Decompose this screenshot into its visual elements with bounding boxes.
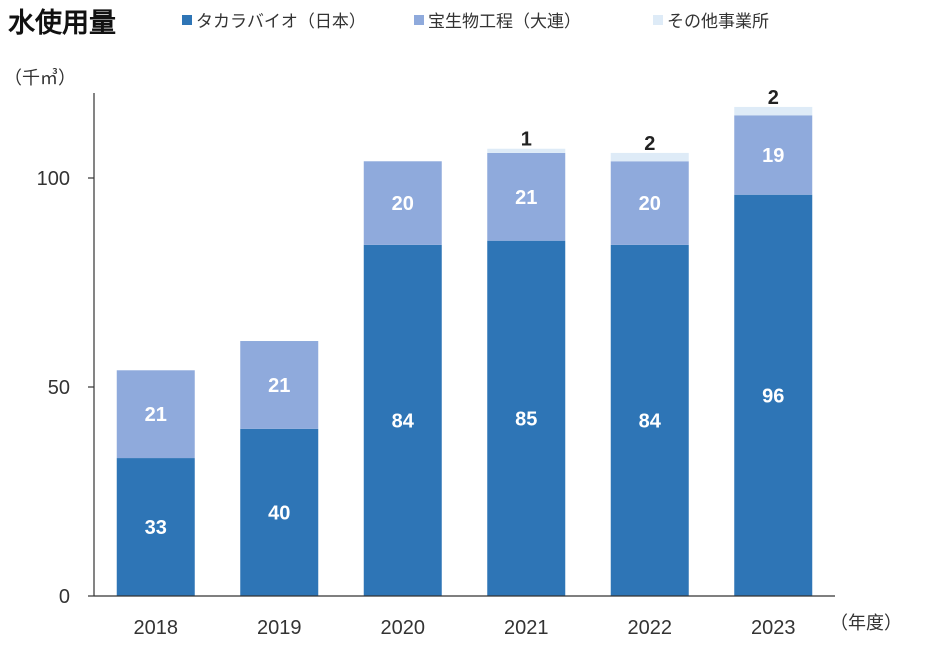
- legend-item: その他事業所: [653, 12, 769, 32]
- x-tick-label: 2022: [628, 617, 673, 639]
- x-tick-label: 2021: [504, 617, 549, 639]
- data-label: 40: [268, 502, 290, 524]
- legend-item: タカラバイオ（日本）: [182, 12, 366, 32]
- data-label: 21: [268, 375, 290, 397]
- legend-label: その他事業所: [667, 12, 769, 32]
- x-axis-unit-label: （年度）: [830, 613, 902, 634]
- legend-swatch: [414, 15, 424, 25]
- bar-segment: [734, 106, 813, 116]
- data-label: 1: [521, 129, 532, 151]
- x-tick-label: 2020: [381, 617, 426, 639]
- bar-segment: [610, 152, 689, 162]
- bar-group: 40 21: [240, 341, 319, 596]
- data-label: 21: [145, 404, 167, 426]
- data-label: 21: [515, 187, 537, 209]
- data-label: 20: [639, 193, 661, 215]
- bar-segment: [363, 244, 442, 596]
- bar-segment: [610, 244, 689, 596]
- bar-segment: [734, 194, 813, 596]
- bar-segment: [363, 161, 442, 245]
- bar-segment: [610, 161, 689, 245]
- x-tick-label: 2023: [751, 617, 796, 639]
- data-label: 84: [639, 410, 662, 432]
- x-tick-label: 2019: [257, 617, 302, 639]
- data-label: 84: [392, 410, 415, 432]
- bar-segment: [116, 370, 195, 459]
- data-label: 2: [768, 87, 779, 109]
- bar-segment: [487, 148, 566, 153]
- legend-item: 宝生物工程（大連）: [414, 12, 581, 32]
- bar-segment: [734, 115, 813, 195]
- legend-label: タカラバイオ（日本）: [196, 12, 366, 32]
- y-axis-unit-label: （千㎥）: [4, 68, 76, 89]
- bar-segment: [487, 152, 566, 241]
- data-label: 96: [762, 385, 784, 407]
- y-tick-label: 100: [37, 168, 70, 190]
- data-label: 19: [762, 145, 784, 167]
- legend-swatch: [182, 15, 192, 25]
- y-tick-label: 50: [48, 377, 70, 399]
- data-label: 33: [145, 517, 167, 539]
- bar-group: 33 21: [116, 370, 195, 596]
- bar-segment: [240, 428, 319, 596]
- data-label: 85: [515, 408, 537, 430]
- legend: タカラバイオ（日本） 宝生物工程（大連） その他事業所: [182, 12, 769, 32]
- bar-group: 84 20: [363, 161, 442, 596]
- bar-group: 96 19 2: [734, 87, 813, 596]
- legend-swatch: [653, 15, 663, 25]
- bar-segment: [487, 240, 566, 596]
- chart-title: 水使用量: [8, 8, 116, 39]
- data-label: 2: [644, 133, 655, 155]
- legend-label: 宝生物工程（大連）: [428, 12, 581, 32]
- y-tick-label: 0: [59, 586, 70, 608]
- bars: 33 21 40 21 84 20 85 21 1 84 20 2 96 19 2: [116, 87, 813, 596]
- bar-segment: [116, 458, 195, 596]
- bar-segment: [240, 341, 319, 429]
- x-tick-label: 2018: [134, 617, 179, 639]
- bar-group: 85 21 1: [487, 129, 566, 596]
- data-label: 20: [392, 193, 414, 215]
- bar-group: 84 20 2: [610, 133, 689, 596]
